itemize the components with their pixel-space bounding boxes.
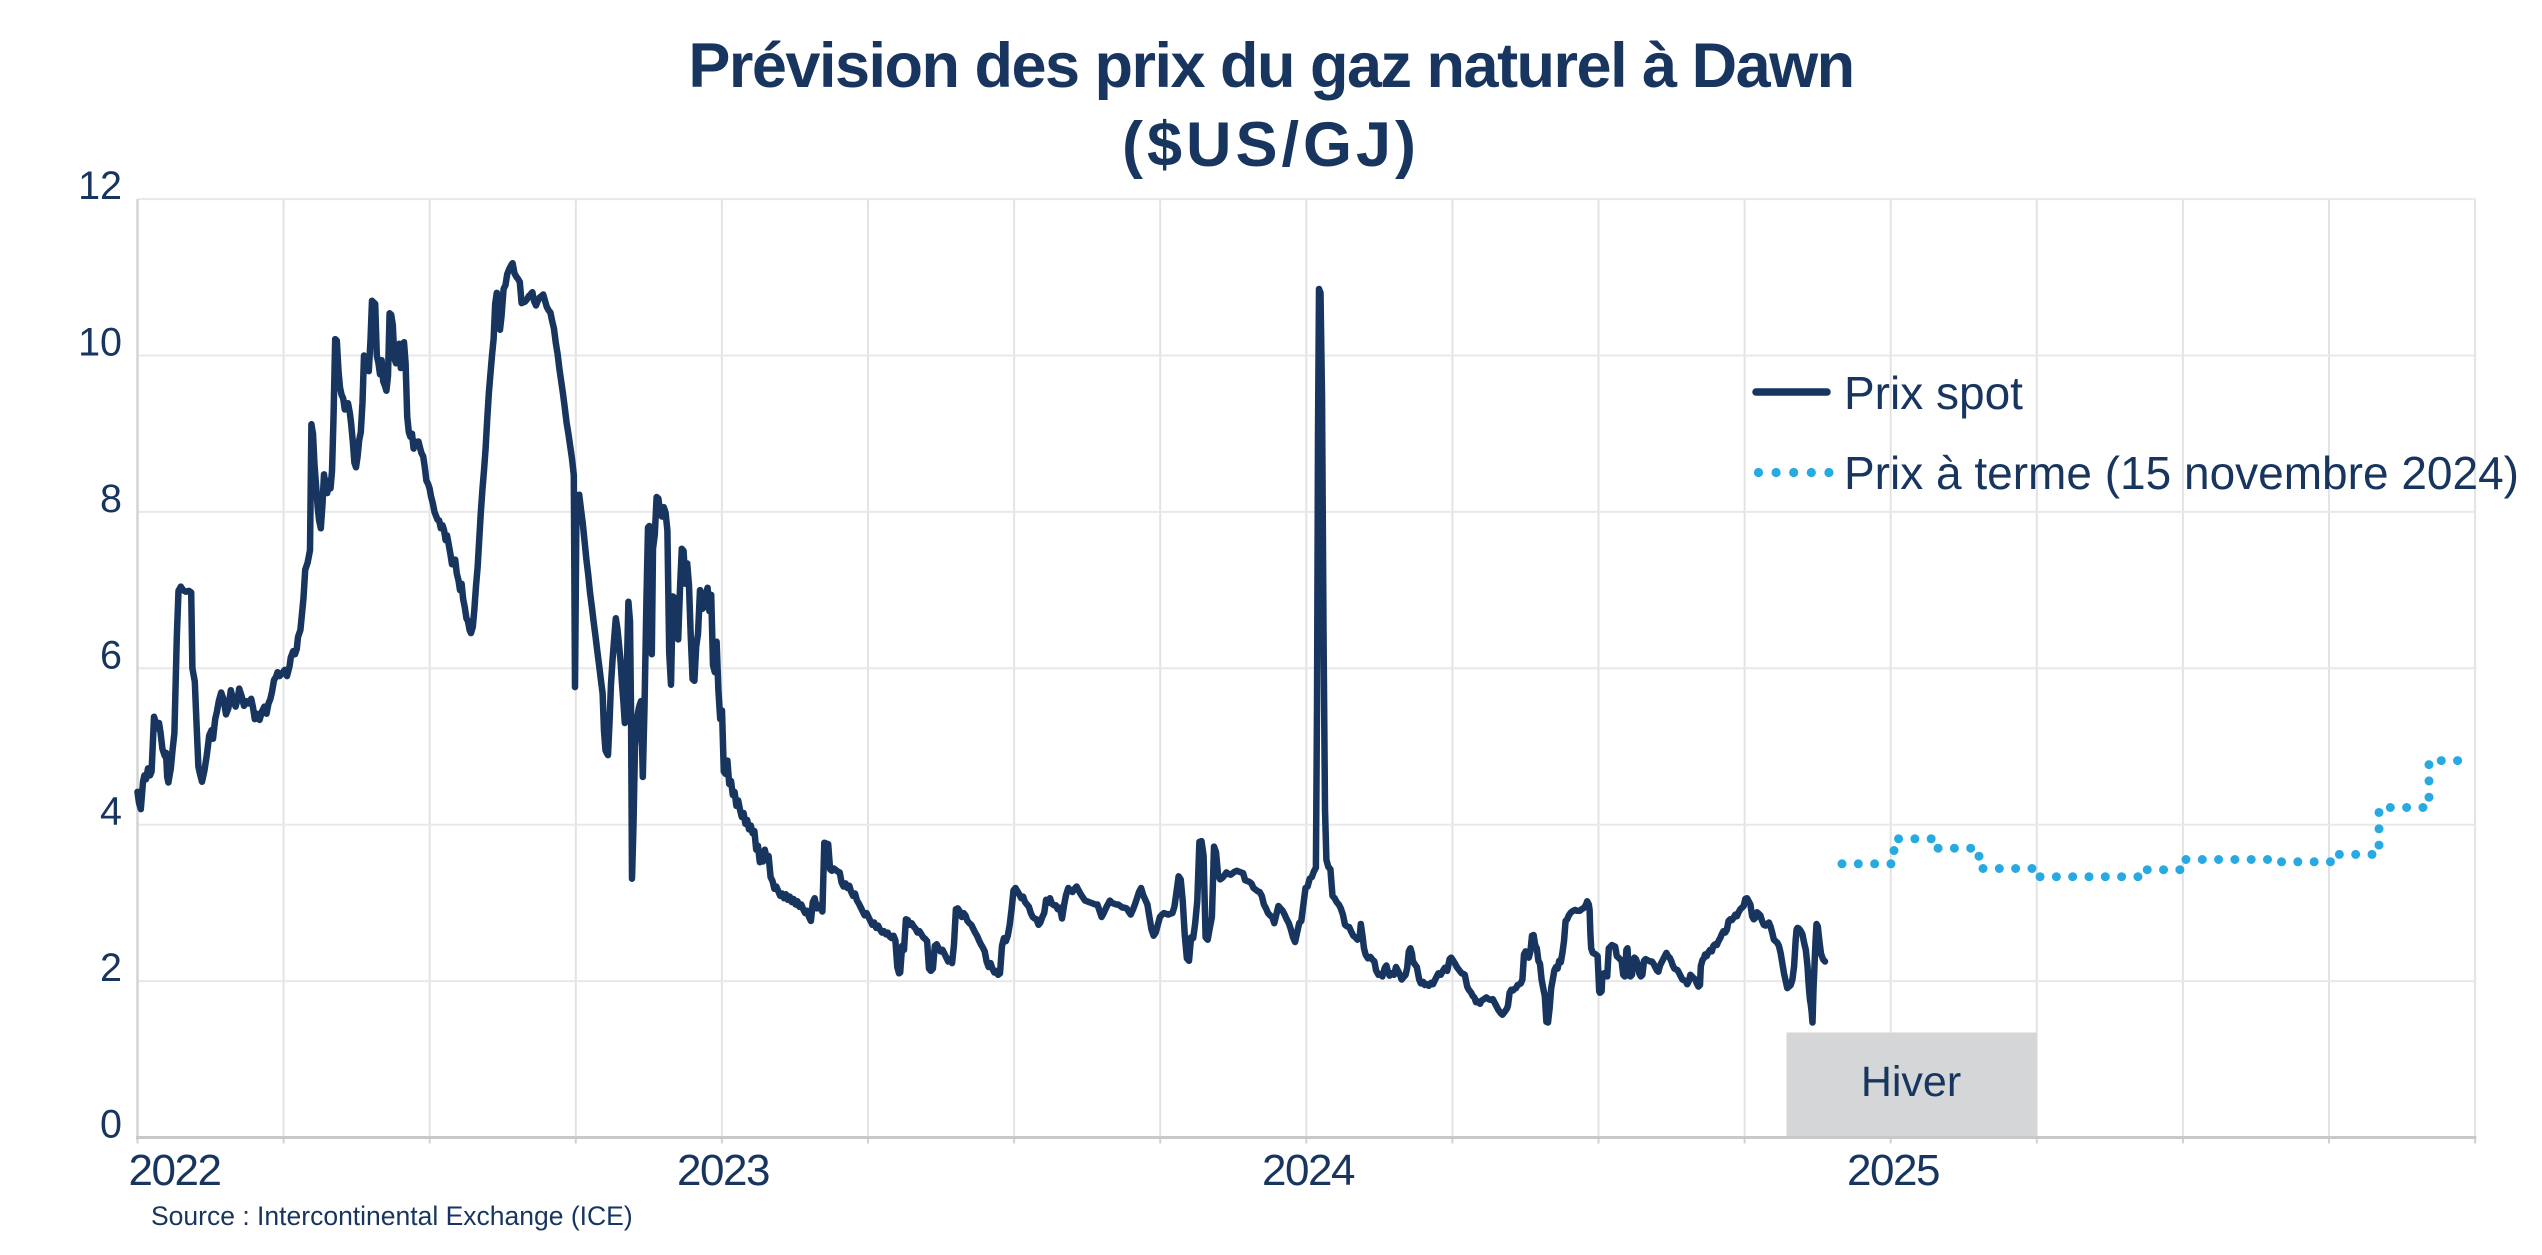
svg-text:Prix à terme (15 novembre 2024: Prix à terme (15 novembre 2024) xyxy=(1844,447,2519,499)
svg-text:6: 6 xyxy=(100,633,122,677)
svg-text:($US/GJ): ($US/GJ) xyxy=(1122,110,1420,180)
svg-text:2022: 2022 xyxy=(129,1146,221,1195)
svg-text:10: 10 xyxy=(78,321,122,365)
svg-text:8: 8 xyxy=(100,477,122,521)
svg-text:0: 0 xyxy=(100,1103,122,1147)
svg-text:Prix spot: Prix spot xyxy=(1844,367,2023,419)
svg-text:2024: 2024 xyxy=(1262,1146,1355,1195)
svg-text:2025: 2025 xyxy=(1847,1146,1939,1195)
svg-text:4: 4 xyxy=(100,790,122,834)
svg-text:Prévision des prix du gaz natu: Prévision des prix du gaz naturel à Dawn xyxy=(688,31,1853,101)
svg-text:2023: 2023 xyxy=(677,1146,769,1195)
svg-text:12: 12 xyxy=(78,164,122,208)
svg-text:Hiver: Hiver xyxy=(1861,1058,1961,1106)
svg-text:Source : Intercontinental Exch: Source : Intercontinental Exchange (ICE) xyxy=(151,1201,633,1231)
svg-text:2: 2 xyxy=(100,946,122,990)
